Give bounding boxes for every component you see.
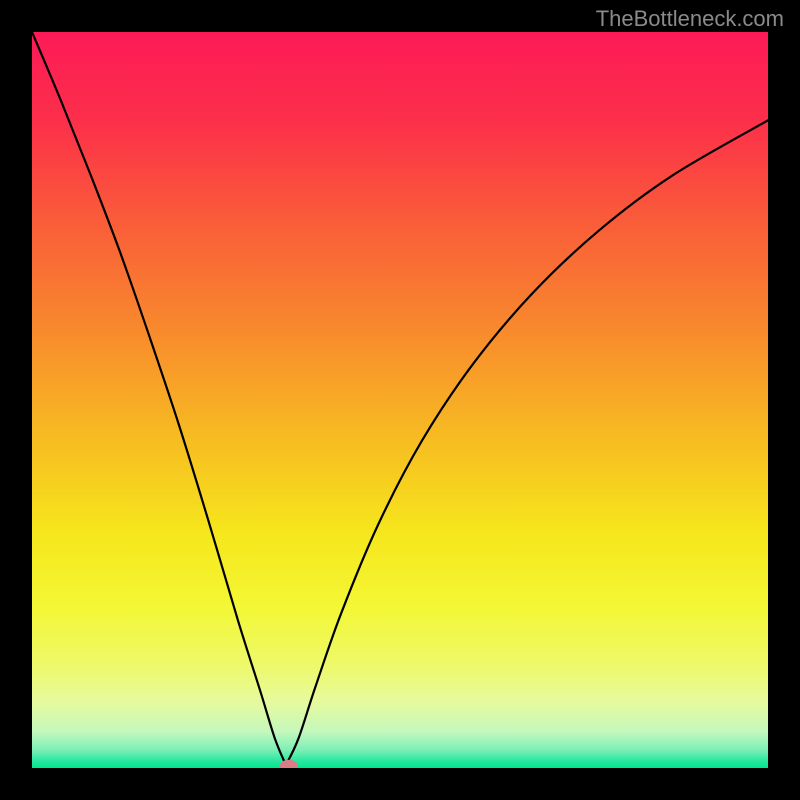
chart-container: TheBottleneck.com [0,0,800,800]
watermark-text: TheBottleneck.com [596,6,784,32]
gradient-background [32,32,768,768]
plot-area [32,32,768,768]
chart-svg [32,32,768,768]
